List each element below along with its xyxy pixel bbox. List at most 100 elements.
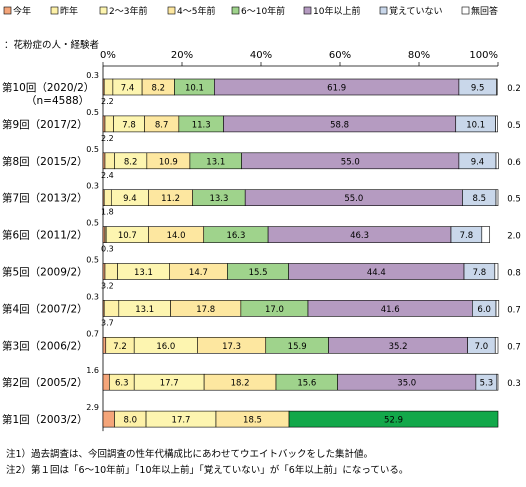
bar-segment	[104, 115, 114, 133]
bar-segment	[495, 300, 500, 317]
data-label: 0.3	[507, 379, 521, 389]
data-label: 15.5	[249, 268, 268, 278]
category-label: 第8回（2015/2）	[2, 155, 88, 168]
bar-segment	[288, 410, 499, 428]
data-label: 0.5	[507, 121, 521, 131]
data-label: 0.6	[507, 158, 521, 168]
category-label: 第9回（2017/2）	[2, 118, 88, 131]
data-label: 10.1	[185, 84, 204, 94]
data-label: 9.4	[471, 157, 485, 167]
data-label: 35.0	[397, 379, 416, 389]
data-label: 8.5	[472, 194, 486, 204]
data-label: 6.3	[115, 379, 129, 389]
bar-segment	[103, 189, 112, 206]
bar-segment	[104, 263, 118, 280]
data-label: 7.4	[121, 84, 135, 94]
data-label: 0.5	[86, 219, 99, 228]
data-label: 1.6	[86, 366, 99, 375]
data-label: 14.7	[189, 268, 208, 278]
data-label: 44.4	[367, 268, 386, 278]
data-label: 7.8	[122, 120, 136, 130]
bar-segment	[104, 152, 115, 170]
legend-swatch	[461, 6, 470, 15]
category-label: 第1回（2003/2）	[2, 413, 88, 426]
x-tick-label: 20%	[171, 50, 193, 61]
bar-segment	[102, 410, 115, 428]
bar-segment	[103, 300, 120, 317]
data-label: 0.5	[86, 145, 99, 154]
data-label: 17.8	[196, 305, 215, 315]
x-tick-label: 40%	[250, 50, 272, 61]
bar-segment	[495, 115, 498, 133]
data-label: 3.2	[101, 282, 114, 291]
data-label: 0.7	[86, 329, 99, 338]
bar-segment	[481, 226, 491, 243]
x-tick-label: 0%	[100, 50, 116, 61]
data-label: 13.1	[135, 305, 154, 315]
data-label: 58.8	[330, 120, 349, 130]
data-label: 9.4	[123, 194, 137, 204]
data-label: 13.1	[206, 157, 225, 167]
legend-label: 昨年	[60, 5, 78, 17]
bar-segment	[496, 373, 499, 391]
data-label: 18.5	[243, 416, 262, 426]
data-label: 13.1	[134, 268, 153, 278]
legend-swatch	[50, 6, 59, 15]
legend-swatch	[3, 6, 12, 15]
data-label: 17.7	[172, 416, 191, 426]
data-label: 52.9	[384, 416, 403, 426]
data-label: 11.3	[192, 120, 211, 130]
data-label: 6.0	[477, 305, 491, 315]
bar-segment	[494, 336, 499, 354]
data-label: 8.0	[123, 416, 137, 426]
bar-segment	[495, 152, 499, 170]
legend-label: 覚えていない	[389, 5, 443, 17]
bar-segment	[102, 373, 110, 391]
data-label: 10.9	[159, 157, 178, 167]
chart-subtitle: ：花粉症の人・経験者	[4, 39, 99, 51]
data-label: 0.7	[507, 305, 521, 315]
data-label: 2.0	[507, 232, 521, 242]
data-label: 11.2	[161, 194, 180, 204]
data-label: 17.0	[265, 305, 284, 315]
data-label: 41.6	[381, 305, 400, 315]
legend-label: 6～10年前	[241, 5, 285, 17]
legend-label: 10年以上前	[313, 5, 360, 17]
bar-segment	[495, 189, 499, 206]
data-label: 17.3	[222, 342, 241, 352]
data-label: 8.2	[152, 84, 166, 94]
data-label: 0.3	[86, 182, 99, 191]
bar-segment	[102, 336, 107, 354]
data-label: 15.9	[288, 342, 307, 352]
category-label: 第4回（2007/2）	[2, 302, 88, 315]
data-label: 7.8	[473, 268, 487, 278]
data-label: 8.2	[124, 157, 138, 167]
legend-label: 2～3年前	[109, 5, 147, 17]
x-tick-label: 80%	[408, 50, 430, 61]
data-label: 1.8	[101, 208, 114, 217]
legend-swatch	[167, 6, 176, 15]
category-label: 第7回（2013/2）	[2, 192, 88, 205]
data-label: 46.3	[350, 231, 369, 241]
legend-label: 今年	[13, 5, 31, 17]
data-label: 2.2	[101, 134, 114, 143]
data-label: 55.0	[341, 157, 360, 167]
data-label: 8.7	[155, 120, 169, 130]
data-label: 17.7	[160, 379, 179, 389]
data-label: 7.0	[475, 342, 489, 352]
bar-segment	[496, 78, 498, 96]
data-label: 0.5	[86, 108, 99, 117]
legend-label: 4～5年前	[177, 5, 215, 17]
data-label: 10.7	[118, 231, 137, 241]
data-label: 0.3	[101, 245, 114, 254]
category-label: 第5回（2009/2）	[2, 266, 88, 279]
legend-swatch	[99, 6, 108, 15]
footnote-1: 注1）過去調査は、今回調査の性年代構成比にあわせてウエイトバックをした集計値。	[6, 449, 374, 460]
data-label: 55.0	[344, 194, 363, 204]
legend-label: 無回答	[471, 5, 498, 17]
category-label: 第2回（2005/2）	[2, 376, 88, 389]
category-label: 第6回（2011/2）	[2, 229, 88, 242]
data-label: 9.5	[471, 84, 485, 94]
data-label: 0.5	[507, 195, 521, 205]
footnote-2: 注2）第１回は「6～10年前」「10年以上前」「覚えていない」が「6年以上前」に…	[6, 465, 409, 476]
